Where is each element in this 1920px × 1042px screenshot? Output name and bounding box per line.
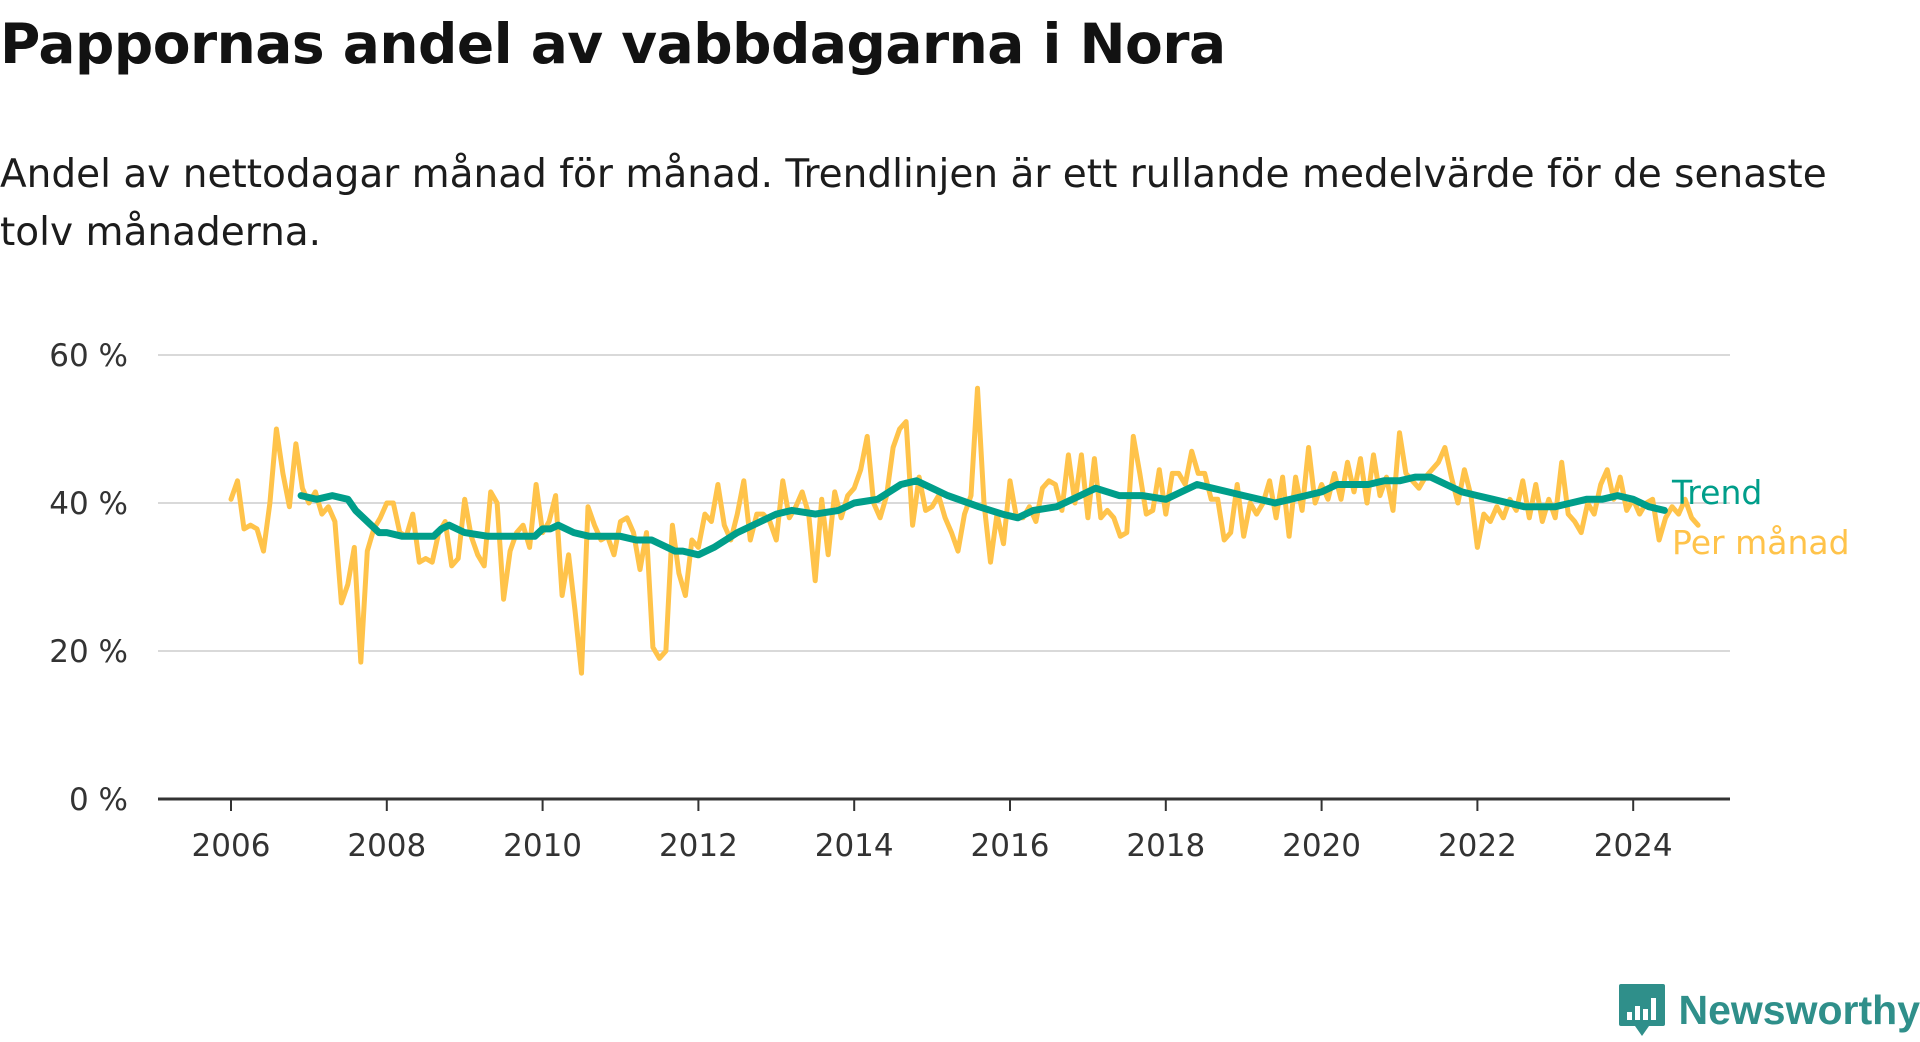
y-tick-label: 40 % <box>49 486 128 522</box>
x-tick-label: 2022 <box>1438 828 1517 864</box>
x-tick-label: 2008 <box>347 828 426 864</box>
brand-name: Newsworthy <box>1679 987 1920 1034</box>
x-tick-label: 2012 <box>659 828 738 864</box>
series-lines <box>231 388 1698 673</box>
x-tick-label: 2024 <box>1594 828 1673 864</box>
y-tick-label: 60 % <box>49 338 128 374</box>
newsworthy-brand[interactable]: Newsworthy <box>1617 978 1920 1042</box>
x-tick-label: 2014 <box>815 828 894 864</box>
x-tick-label: 2018 <box>1126 828 1205 864</box>
series-label-trend: Trend <box>1671 473 1762 512</box>
series-labels: Trend Per månad <box>1671 473 1850 562</box>
x-tick-label: 2006 <box>192 828 271 864</box>
y-tick-label: 20 % <box>49 634 128 670</box>
series-label-per-manad: Per månad <box>1672 523 1850 562</box>
x-axis-ticks: 2006 2008 2010 2012 2014 2016 2018 2020 2022 2024 <box>192 799 1673 864</box>
y-axis-ticks: 0 % 20 % 40 % 60 % <box>49 338 128 818</box>
x-tick-label: 2010 <box>503 828 582 864</box>
x-tick-label: 2016 <box>971 828 1050 864</box>
series-line-per-manad <box>231 388 1698 673</box>
x-tick-label: 2020 <box>1282 828 1361 864</box>
y-tick-label: 0 % <box>69 782 128 818</box>
bar-chart-speech-bubble-icon <box>1617 982 1667 1038</box>
